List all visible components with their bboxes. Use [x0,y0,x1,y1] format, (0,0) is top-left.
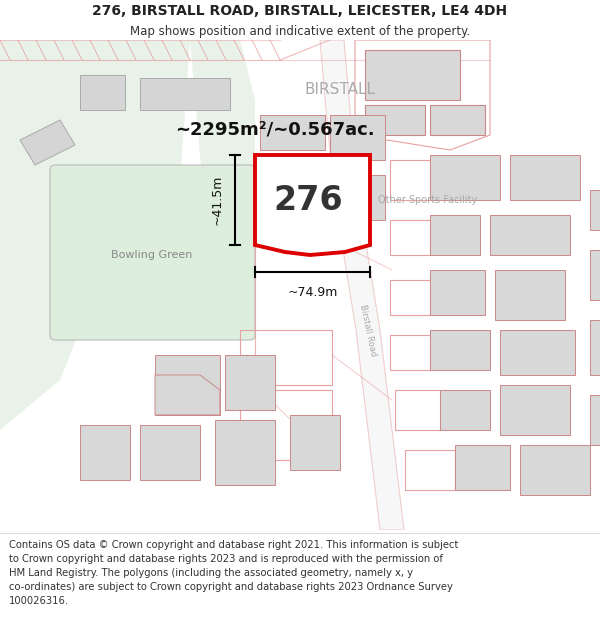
Bar [590,320,600,375]
Text: Other Sports Facility: Other Sports Facility [378,195,477,205]
Text: Bowling Green: Bowling Green [112,250,193,260]
Bar [455,445,510,490]
Text: BIRSTALL: BIRSTALL [305,82,376,98]
Bar [500,385,570,435]
Bar [495,270,565,320]
Bar [330,175,385,220]
Bar [365,105,425,135]
Bar [430,330,490,370]
Text: ~41.5m: ~41.5m [211,175,223,225]
Bar [440,390,490,430]
Text: Birstall Road: Birstall Road [358,303,378,357]
Bar [590,395,600,445]
Bar [490,215,570,255]
FancyBboxPatch shape [50,165,255,340]
Text: ~74.9m: ~74.9m [287,286,338,299]
Polygon shape [0,40,190,530]
Bar [590,250,600,300]
Bar [140,425,200,480]
Bar [215,420,275,485]
Text: 276: 276 [273,184,343,216]
Bar [225,355,275,410]
Bar [520,445,590,495]
Bar [430,105,485,135]
Bar [365,50,460,100]
Bar [430,215,480,255]
Bar [430,155,500,200]
Bar [80,425,130,480]
Bar [500,330,575,375]
Bar [80,75,125,110]
Polygon shape [155,375,220,415]
Bar [510,155,580,200]
Bar [430,270,485,315]
Polygon shape [0,40,255,270]
Bar [155,355,220,415]
Bar [260,165,320,205]
Text: ~2295m²/~0.567ac.: ~2295m²/~0.567ac. [175,121,374,139]
Bar [140,78,230,110]
Bar [590,190,600,230]
Text: Contains OS data © Crown copyright and database right 2021. This information is : Contains OS data © Crown copyright and d… [9,539,458,606]
Text: Map shows position and indicative extent of the property.: Map shows position and indicative extent… [130,25,470,38]
Bar [290,415,340,470]
Bar [260,115,325,150]
Text: 276, BIRSTALL ROAD, BIRSTALL, LEICESTER, LE4 4DH: 276, BIRSTALL ROAD, BIRSTALL, LEICESTER,… [92,4,508,18]
Polygon shape [255,155,370,255]
Polygon shape [20,120,75,165]
Bar [330,115,385,160]
Polygon shape [320,40,404,530]
